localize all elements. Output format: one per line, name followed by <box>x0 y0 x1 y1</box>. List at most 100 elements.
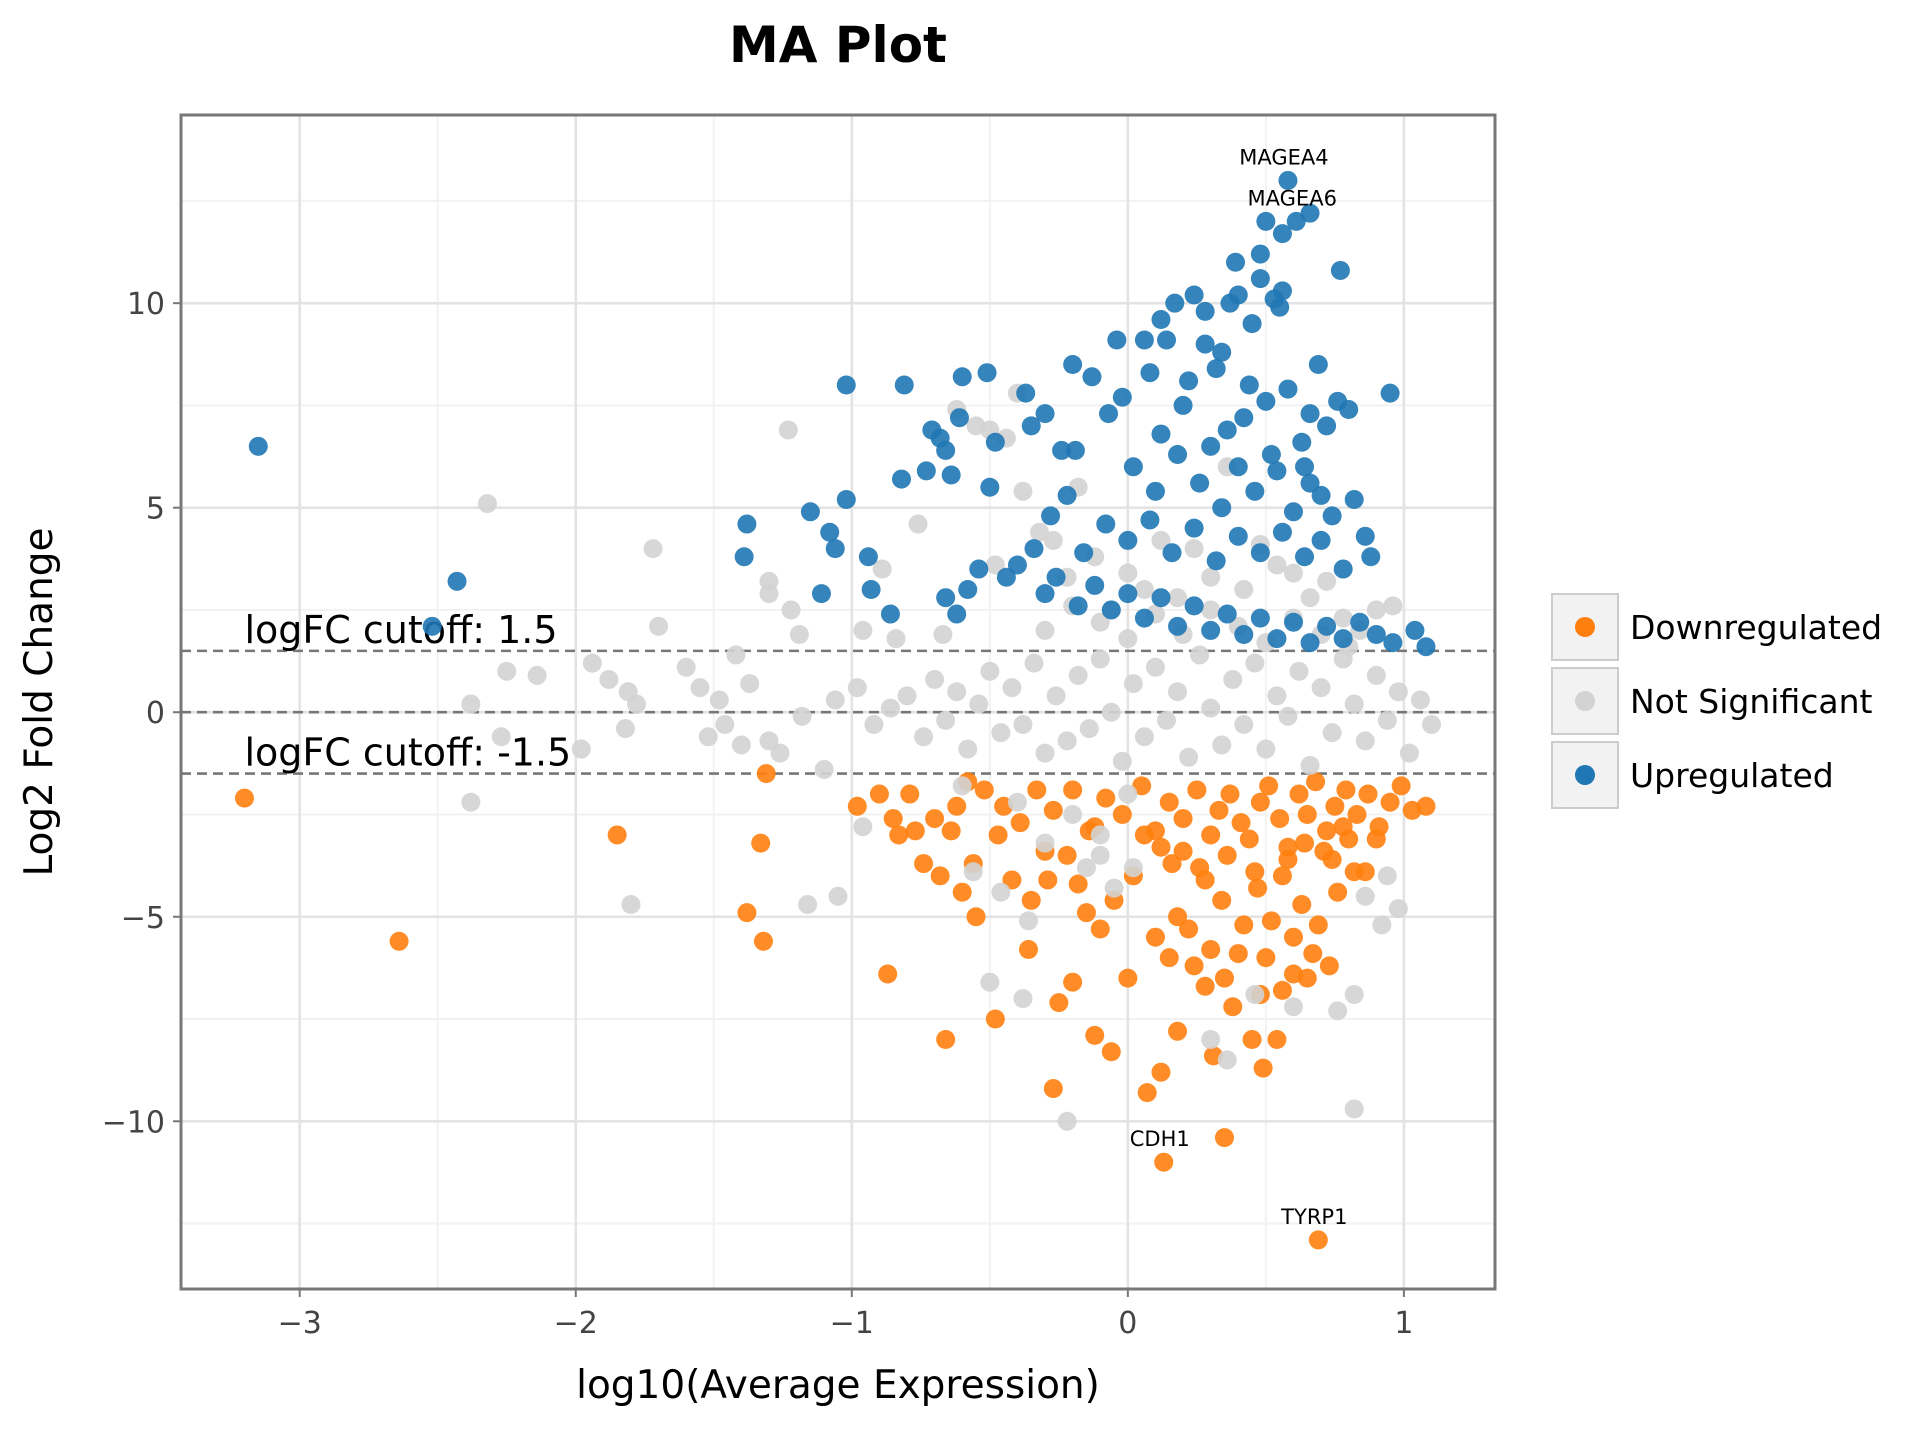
legend-marker <box>1575 617 1595 637</box>
data-point <box>1272 224 1292 244</box>
data-point <box>1308 915 1328 935</box>
x-tick-label: −1 <box>830 1306 874 1341</box>
data-point <box>1278 837 1298 857</box>
data-point <box>980 972 1000 992</box>
data-point <box>941 465 961 485</box>
data-point <box>1085 575 1105 595</box>
data-point <box>389 931 409 951</box>
data-point <box>1184 518 1204 538</box>
data-point <box>1132 776 1152 796</box>
data-point <box>1377 710 1397 730</box>
data-point <box>1173 395 1193 415</box>
data-point <box>1206 551 1226 571</box>
data-point <box>1068 596 1088 616</box>
data-point <box>527 665 547 685</box>
data-point <box>1380 383 1400 403</box>
x-tick-label: 1 <box>1394 1306 1413 1341</box>
data-point <box>1068 665 1088 685</box>
data-point <box>1159 948 1179 968</box>
data-point <box>1118 784 1138 804</box>
data-point <box>1217 420 1237 440</box>
data-point <box>869 784 889 804</box>
data-point <box>1234 580 1254 600</box>
data-point <box>1245 653 1265 673</box>
data-point <box>789 625 809 645</box>
data-point <box>676 657 696 677</box>
data-point <box>1292 894 1312 914</box>
data-point <box>1234 625 1254 645</box>
data-point <box>649 616 669 636</box>
data-point <box>1369 817 1389 837</box>
data-point <box>1168 616 1188 636</box>
data-point <box>1013 989 1033 1009</box>
data-point <box>988 825 1008 845</box>
data-point <box>1322 849 1342 869</box>
data-point <box>1168 445 1188 465</box>
data-point <box>1016 383 1036 403</box>
data-point <box>1057 845 1077 865</box>
data-point <box>853 817 873 837</box>
data-point <box>1057 731 1077 751</box>
data-point <box>1201 567 1221 587</box>
data-point <box>985 555 1005 575</box>
data-point <box>1201 600 1221 620</box>
data-point <box>1295 457 1315 477</box>
data-point <box>1184 539 1204 559</box>
data-point <box>883 809 903 829</box>
data-point <box>1041 506 1061 526</box>
data-point <box>1234 408 1254 428</box>
data-point <box>1137 1083 1157 1103</box>
data-point <box>1295 833 1315 853</box>
data-point <box>1350 612 1370 632</box>
data-point <box>1201 620 1221 640</box>
data-point <box>751 833 771 853</box>
data-point <box>1179 747 1199 767</box>
x-tick-label: −3 <box>278 1306 322 1341</box>
data-point <box>966 907 986 927</box>
data-point <box>1074 543 1094 563</box>
data-point <box>1380 792 1400 812</box>
data-point <box>615 719 635 739</box>
data-point <box>1328 882 1348 902</box>
data-point <box>1212 735 1232 755</box>
data-point <box>1052 440 1072 460</box>
data-point <box>582 653 602 673</box>
data-point <box>1035 404 1055 424</box>
data-point <box>1322 723 1342 743</box>
data-point <box>1151 837 1171 857</box>
data-point <box>1245 862 1265 882</box>
data-point <box>1134 727 1154 747</box>
data-point <box>996 567 1016 587</box>
data-point <box>770 743 790 763</box>
data-point <box>1190 473 1210 493</box>
data-point <box>1366 625 1386 645</box>
data-point <box>1145 657 1165 677</box>
data-point <box>1201 1029 1221 1049</box>
data-point <box>1096 788 1116 808</box>
data-point <box>1184 285 1204 305</box>
data-point <box>1245 984 1265 1004</box>
data-point <box>1065 440 1085 460</box>
data-point <box>1217 845 1237 865</box>
data-point <box>1201 825 1221 845</box>
data-point <box>1134 330 1154 350</box>
data-point <box>949 408 969 428</box>
data-point <box>1168 907 1188 927</box>
data-point <box>1027 780 1047 800</box>
data-point <box>1405 620 1425 640</box>
data-point <box>1184 596 1204 616</box>
data-point <box>1317 821 1337 841</box>
data-point <box>1283 502 1303 522</box>
y-axis-title: Log2 Fold Change <box>17 527 62 876</box>
data-point <box>1300 473 1320 493</box>
data-point <box>1344 694 1364 714</box>
data-point <box>1035 620 1055 640</box>
data-point <box>1344 984 1364 1004</box>
data-point <box>1090 649 1110 669</box>
data-point <box>914 854 934 874</box>
data-point <box>947 682 967 702</box>
data-point <box>1112 804 1132 824</box>
data-point <box>1272 866 1292 886</box>
